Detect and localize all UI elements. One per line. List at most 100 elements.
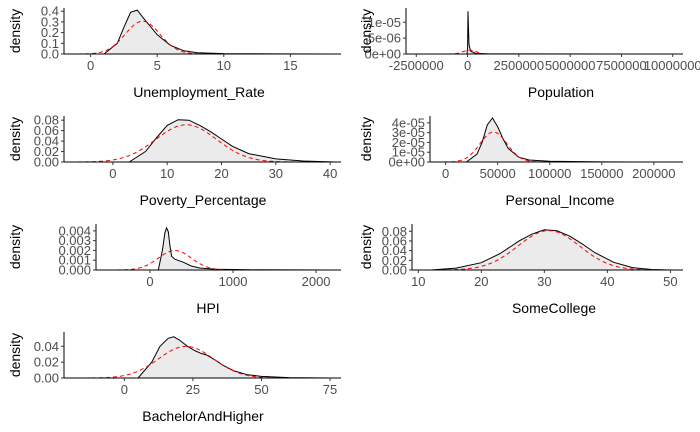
y-tick-label: 0.04 bbox=[382, 243, 407, 258]
x-tick-label: 50 bbox=[663, 274, 677, 289]
y-axis-title: density bbox=[358, 225, 374, 269]
panel-bachelorandhigher: 0 25 50 75 0.000.020.04 BachelorAndHigher dens… bbox=[7, 332, 341, 424]
x-tick-label: 40 bbox=[600, 274, 614, 289]
x-tick-label: -2500000 bbox=[389, 58, 444, 73]
x-tick-label: 40 bbox=[323, 166, 337, 181]
y-axis-title: density bbox=[7, 9, 23, 53]
kde-area bbox=[466, 11, 675, 54]
y-axis-title: density bbox=[7, 225, 23, 269]
y-tick-label: 0.04 bbox=[34, 134, 59, 149]
x-tick-label: 100000 bbox=[528, 166, 571, 181]
y-tick-label: 0.02 bbox=[382, 253, 407, 268]
x-tick-label: 0 bbox=[109, 166, 116, 181]
y-tick-label: 0.00 bbox=[34, 155, 59, 170]
x-tick-label: 10 bbox=[160, 166, 174, 181]
y-tick-label: 4e-05 bbox=[392, 115, 425, 130]
y-tick-label: 3e-05 bbox=[392, 125, 425, 140]
x-tick-label: 1000 bbox=[219, 274, 248, 289]
x-axis-title: Personal_Income bbox=[506, 192, 615, 208]
x-tick-label: 10 bbox=[217, 58, 231, 73]
y-axis-title: density bbox=[358, 9, 374, 53]
y-tick-label: 0.06 bbox=[382, 233, 407, 248]
x-tick-label: 30 bbox=[269, 166, 283, 181]
y-tick-label: 0.001 bbox=[58, 253, 91, 268]
normal-curve bbox=[64, 20, 341, 55]
kde-line bbox=[466, 11, 675, 55]
x-axis-title: HPI bbox=[196, 300, 219, 316]
kde-area bbox=[158, 227, 333, 270]
kde-line bbox=[137, 336, 331, 379]
kde-area bbox=[138, 336, 330, 378]
x-tick-label: 150000 bbox=[580, 166, 623, 181]
x-axis-title: SomeCollege bbox=[512, 300, 596, 316]
y-tick-label: 1e-05 bbox=[368, 15, 401, 30]
y-tick-label: 0.0 bbox=[41, 47, 59, 62]
normal-curve bbox=[430, 131, 683, 163]
kde-line bbox=[430, 229, 671, 271]
y-tick-label: 0.04 bbox=[34, 339, 59, 354]
y-tick-label: 0.1 bbox=[41, 36, 59, 51]
y-tick-label: 5e-06 bbox=[368, 31, 401, 46]
x-tick-label: 50 bbox=[254, 382, 268, 397]
x-tick-label: 75 bbox=[323, 382, 337, 397]
y-tick-label: 0.000 bbox=[58, 263, 91, 278]
y-tick-label: 0.00 bbox=[34, 371, 59, 386]
x-axis-title: BachelorAndHigher bbox=[142, 408, 264, 424]
y-axis-title: density bbox=[358, 117, 374, 161]
x-tick-label: 0 bbox=[87, 58, 94, 73]
x-tick-label: 5000000 bbox=[545, 58, 596, 73]
y-tick-label: 2e-05 bbox=[392, 135, 425, 150]
kde-area bbox=[430, 229, 671, 270]
y-tick-label: 0.02 bbox=[34, 355, 59, 370]
x-tick-label: 2000 bbox=[302, 274, 331, 289]
panel-personal-income: 0 50000 100000 150000 200000 0e+001e-052e-053… bbox=[358, 115, 683, 208]
x-tick-label: 200000 bbox=[632, 166, 675, 181]
y-tick-label: 0e+00 bbox=[364, 47, 401, 62]
y-tick-label: 0.002 bbox=[58, 243, 91, 258]
x-axis-title: Population bbox=[528, 84, 594, 100]
x-tick-label: 2500000 bbox=[494, 58, 545, 73]
y-axis-title: density bbox=[7, 333, 23, 377]
x-tick-label: 7500000 bbox=[596, 58, 647, 73]
x-tick-label: 50000 bbox=[480, 166, 516, 181]
x-axis-title: Unemployment_Rate bbox=[133, 84, 265, 100]
x-tick-label: 20 bbox=[214, 166, 228, 181]
y-tick-label: 0.00 bbox=[382, 263, 407, 278]
kde-area bbox=[466, 118, 680, 162]
x-tick-label: 5 bbox=[154, 58, 161, 73]
x-tick-label: 30 bbox=[537, 274, 551, 289]
x-tick-label: 0 bbox=[464, 58, 471, 73]
y-tick-label: 1e-05 bbox=[392, 145, 425, 160]
panel-unemployment-rate: 0 5 10 15 0.00.10.20.30.4 Unemployment_Rate de… bbox=[7, 4, 341, 100]
y-tick-label: 0.3 bbox=[41, 14, 59, 29]
x-tick-label: 0 bbox=[146, 274, 153, 289]
kde-line bbox=[128, 119, 336, 163]
y-tick-label: 0.08 bbox=[382, 224, 407, 239]
normal-curve bbox=[64, 124, 341, 163]
x-tick-label: 10000000 bbox=[644, 58, 700, 73]
panel-somecollege: 10 20 30 40 50 0.000.020.040.060.08 SomeColleg… bbox=[358, 224, 683, 316]
normal-curve bbox=[406, 49, 683, 55]
kde-area bbox=[104, 10, 337, 55]
y-tick-label: 0.003 bbox=[58, 233, 91, 248]
x-tick-label: 0 bbox=[442, 166, 449, 181]
x-tick-label: 10 bbox=[411, 274, 425, 289]
x-tick-label: 20 bbox=[474, 274, 488, 289]
y-tick-label: 0.2 bbox=[41, 25, 59, 40]
panel-poverty-percentage: 0 10 20 30 40 0.000.020.040.060.08 Poverty_Per… bbox=[7, 113, 341, 208]
x-tick-label: 25 bbox=[186, 382, 200, 397]
y-tick-label: 0.02 bbox=[34, 144, 59, 159]
y-tick-label: 0.08 bbox=[34, 113, 59, 128]
x-tick-label: 15 bbox=[283, 58, 297, 73]
normal-curve bbox=[96, 250, 341, 271]
y-tick-label: 0.4 bbox=[41, 4, 59, 19]
y-tick-label: 0.06 bbox=[34, 123, 59, 138]
x-axis-title: Poverty_Percentage bbox=[140, 192, 267, 208]
x-tick-label: 0 bbox=[121, 382, 128, 397]
kde-area bbox=[129, 119, 336, 162]
y-tick-label: 0e+00 bbox=[388, 155, 425, 170]
y-tick-label: 0.004 bbox=[58, 223, 91, 238]
y-axis-title: density bbox=[7, 117, 23, 161]
